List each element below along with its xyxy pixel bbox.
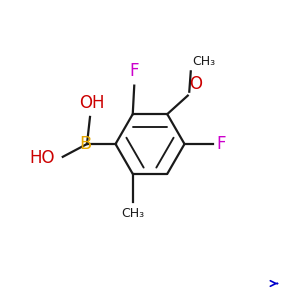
- Text: CH₃: CH₃: [121, 207, 144, 220]
- Text: F: F: [216, 135, 226, 153]
- Text: HO: HO: [30, 149, 55, 167]
- Text: B: B: [80, 135, 92, 153]
- Text: OH: OH: [79, 94, 104, 112]
- Text: CH₃: CH₃: [192, 55, 215, 68]
- Text: F: F: [130, 62, 139, 80]
- Text: O: O: [189, 75, 202, 93]
